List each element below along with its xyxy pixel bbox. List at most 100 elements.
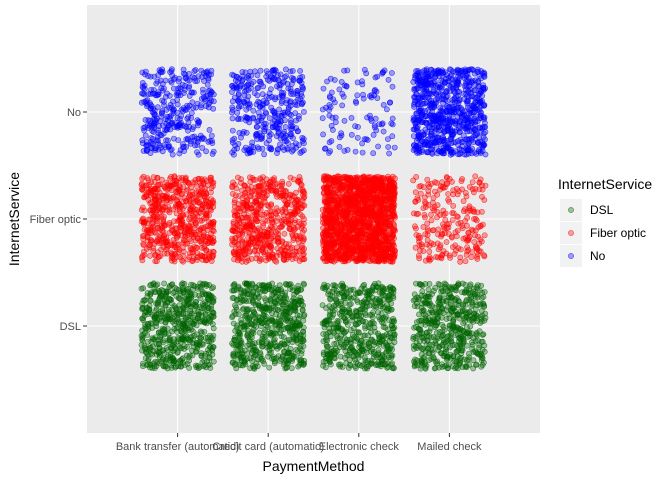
data-point: [257, 202, 264, 209]
data-point: [366, 219, 373, 225]
data-point: [322, 364, 329, 371]
data-point: [186, 291, 193, 298]
data-point: [281, 359, 288, 366]
data-point: [266, 115, 273, 122]
data-point: [166, 296, 173, 303]
data-point: [326, 303, 333, 309]
data-point: [361, 289, 368, 296]
data-point: [389, 318, 396, 325]
data-point: [168, 173, 174, 180]
data-point: [337, 353, 344, 360]
data-point: [193, 348, 200, 355]
data-point: [194, 149, 200, 155]
data-point: [243, 106, 250, 113]
data-point: [329, 288, 336, 295]
data-point: [186, 191, 193, 198]
data-point: [192, 301, 199, 308]
data-point: [235, 241, 242, 247]
data-point: [291, 176, 297, 183]
data-point: [180, 355, 186, 362]
data-point: [256, 231, 263, 237]
data-point: [250, 114, 256, 121]
data-point: [186, 250, 193, 257]
data-point: [353, 255, 359, 262]
data-point: [323, 318, 330, 325]
data-point: [357, 180, 364, 186]
data-point: [210, 105, 217, 112]
data-point: [276, 121, 283, 127]
data-point: [171, 313, 178, 320]
data-point: [277, 135, 284, 142]
data-point: [320, 190, 327, 197]
data-point: [285, 180, 292, 187]
data-point: [377, 299, 383, 306]
data-point: [371, 174, 377, 181]
data-point: [203, 103, 209, 109]
data-point: [209, 321, 216, 327]
data-point: [138, 285, 145, 292]
data-point: [233, 185, 240, 192]
data-point: [234, 97, 241, 104]
data-point: [274, 245, 281, 252]
data-point: [245, 229, 252, 236]
data-point: [299, 306, 306, 313]
data-point: [202, 190, 209, 197]
data-point: [279, 144, 286, 150]
data-point: [181, 320, 188, 327]
data-point: [196, 192, 202, 199]
data-point: [369, 228, 376, 235]
data-point: [290, 75, 297, 82]
data-point: [320, 358, 327, 365]
data-point: [200, 70, 207, 76]
data-point: [261, 211, 268, 218]
data-point: [346, 254, 352, 261]
data-point: [140, 173, 147, 180]
data-point: [150, 213, 157, 220]
data-point: [250, 107, 257, 114]
data-point: [344, 352, 351, 359]
data-point: [236, 236, 243, 243]
data-point: [206, 126, 213, 133]
data-point: [297, 77, 303, 84]
data-point: [294, 92, 300, 98]
data-point: [210, 197, 216, 204]
data-point: [199, 177, 206, 184]
data-point: [273, 293, 280, 300]
data-point: [231, 308, 238, 315]
data-point: [179, 336, 186, 343]
data-point: [229, 115, 236, 122]
data-point: [279, 180, 286, 187]
data-point: [151, 196, 158, 202]
data-point: [246, 119, 253, 126]
data-point: [251, 340, 258, 347]
data-point: [152, 289, 159, 295]
data-point: [336, 344, 343, 351]
data-point: [369, 319, 376, 326]
data-point: [369, 338, 376, 345]
data-point: [281, 109, 288, 116]
data-point: [288, 81, 295, 87]
data-point: [198, 102, 204, 108]
data-point: [152, 145, 159, 152]
data-point: [202, 211, 209, 217]
data-point: [139, 337, 146, 344]
data-point: [192, 67, 199, 73]
data-point: [190, 89, 197, 96]
data-point: [230, 179, 236, 186]
data-point: [363, 338, 370, 345]
data-point: [171, 181, 178, 188]
data-point: [176, 84, 183, 91]
data-point: [229, 241, 235, 248]
data-point: [236, 333, 243, 340]
data-point: [141, 85, 148, 92]
data-point: [210, 325, 217, 332]
data-point: [271, 360, 278, 367]
data-point: [258, 339, 265, 346]
data-point: [287, 309, 294, 316]
data-point: [145, 91, 152, 97]
data-point: [240, 202, 247, 209]
data-point: [180, 289, 187, 296]
data-point: [350, 286, 357, 293]
data-point: [384, 296, 391, 303]
data-point: [267, 247, 273, 254]
